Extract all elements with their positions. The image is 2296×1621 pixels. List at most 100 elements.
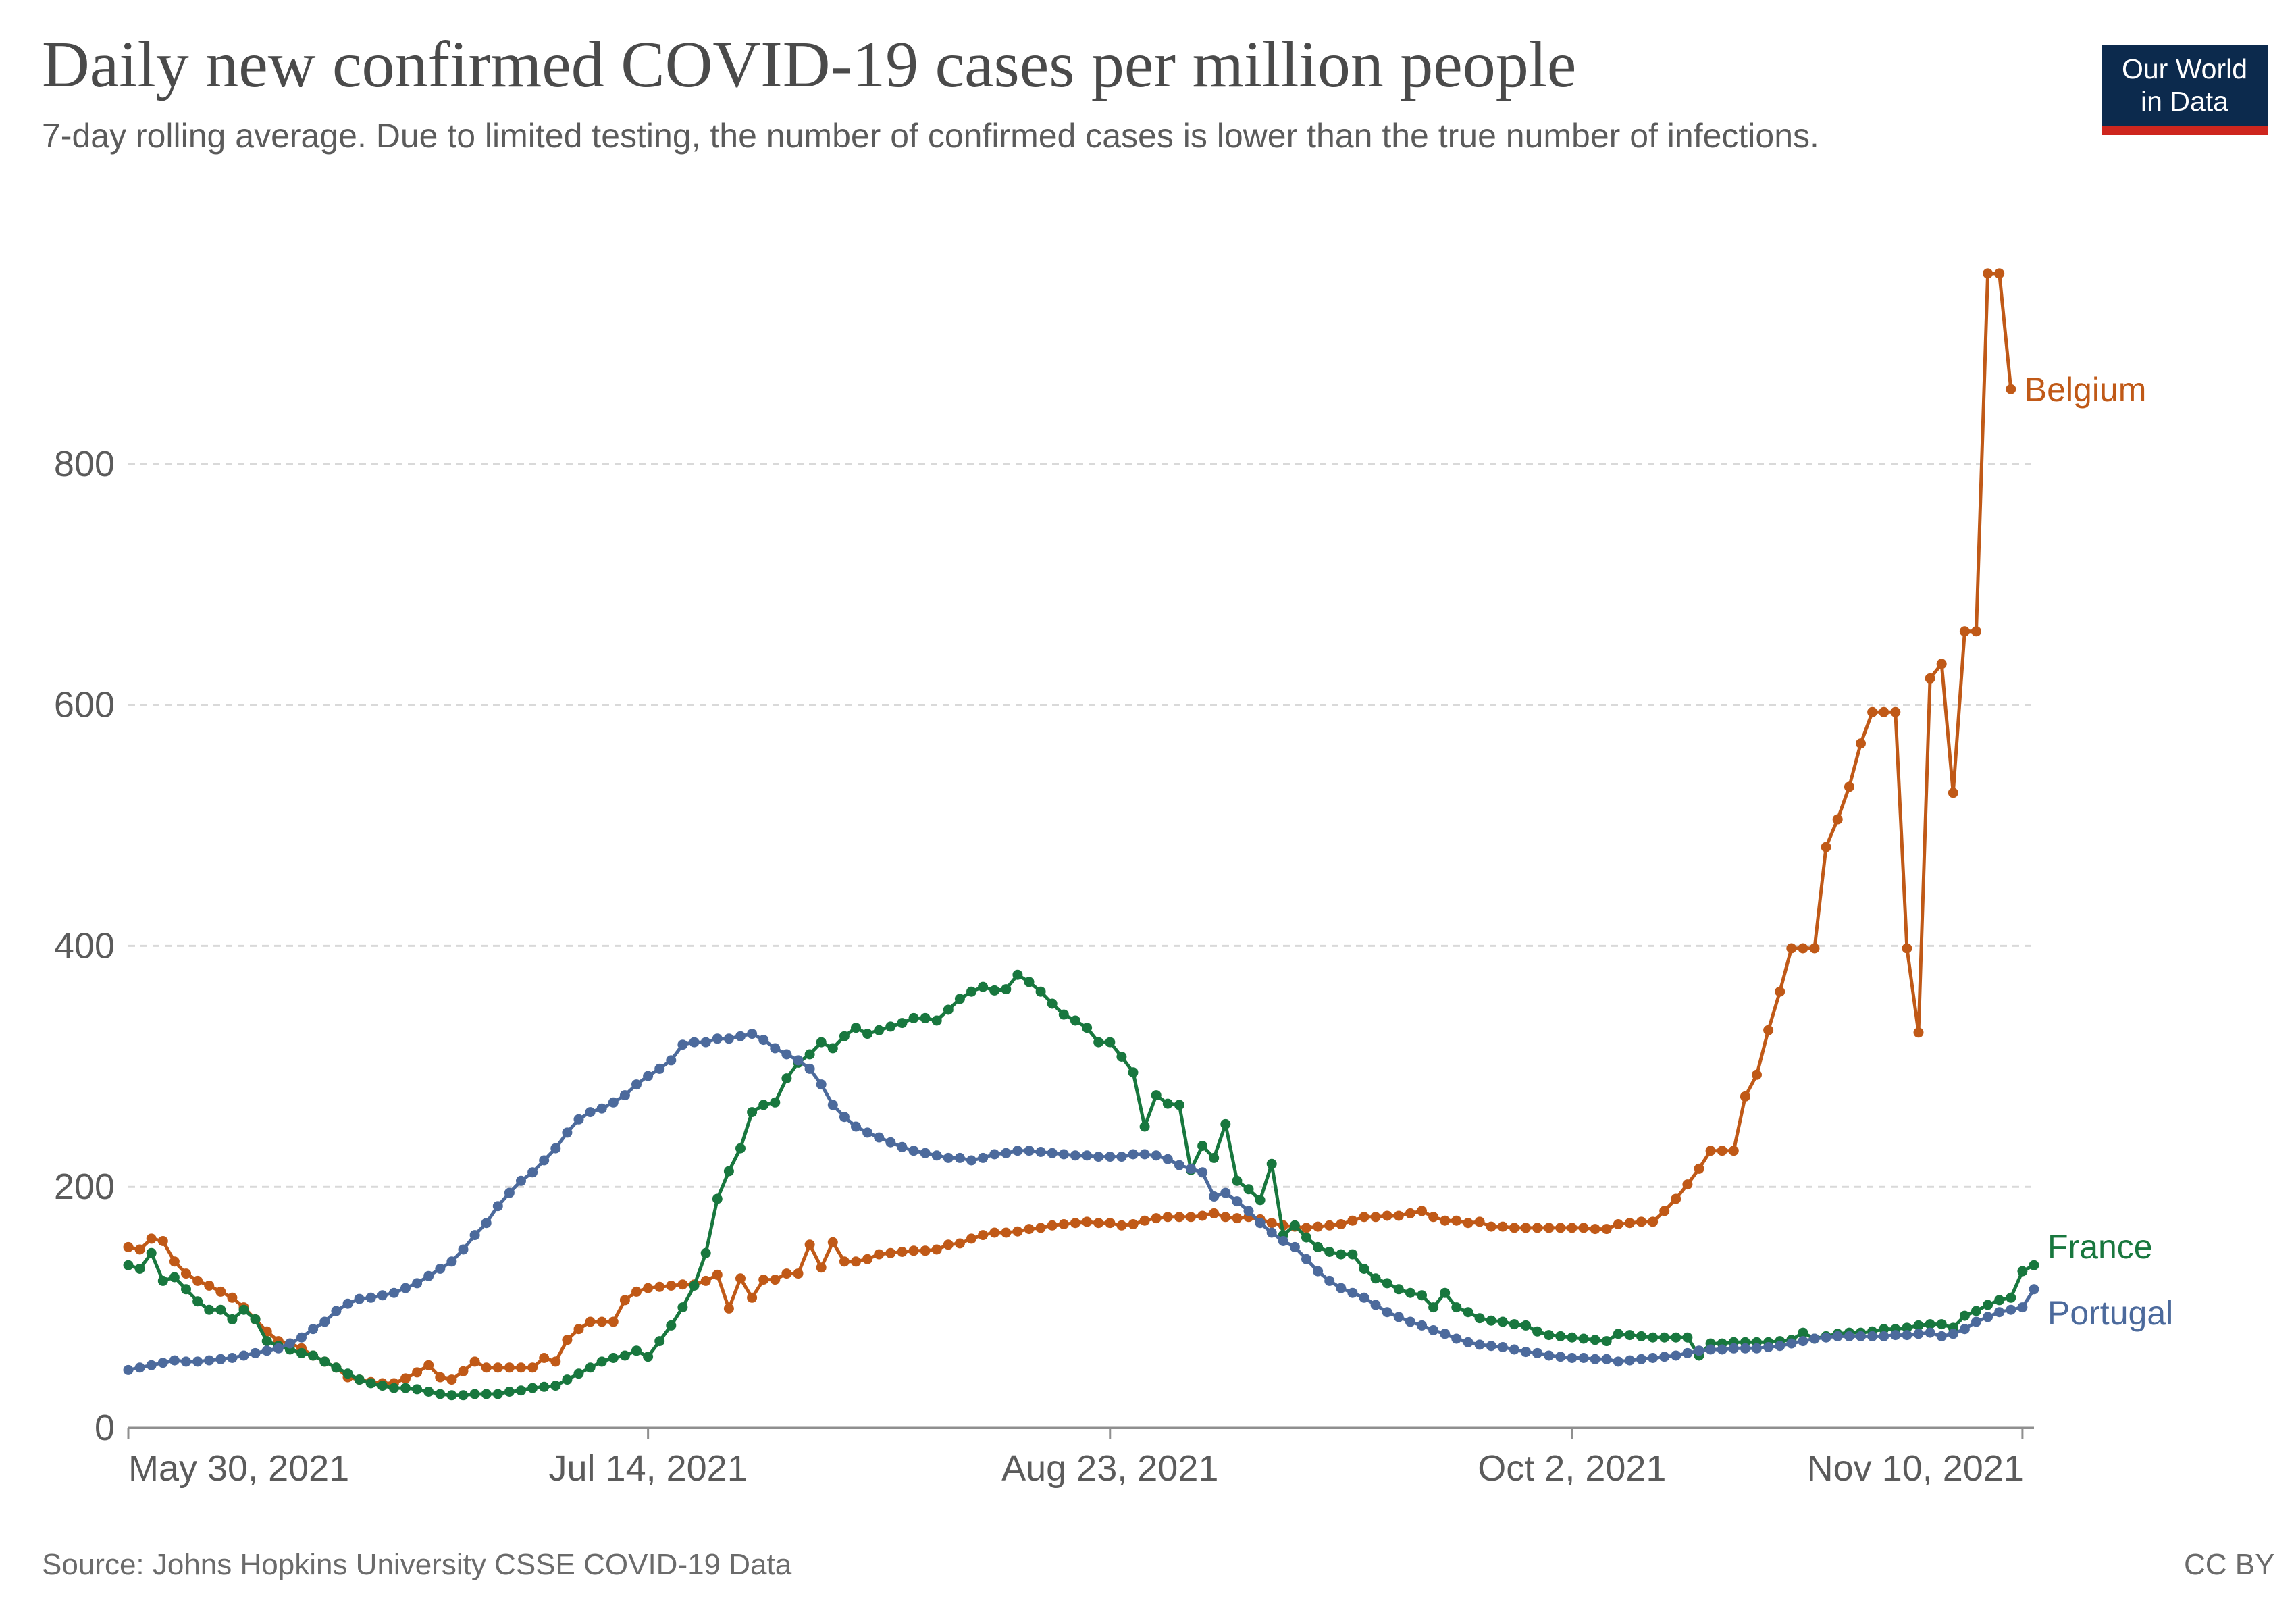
portugal-data-point[interactable] (1070, 1150, 1080, 1161)
france-data-point[interactable] (851, 1023, 861, 1033)
belgium-data-point[interactable] (1832, 814, 1843, 825)
portugal-data-point[interactable] (1232, 1196, 1243, 1207)
belgium-data-point[interactable] (215, 1286, 226, 1297)
france-data-point[interactable] (1624, 1330, 1635, 1341)
france-data-point[interactable] (1162, 1098, 1173, 1109)
france-data-point[interactable] (1474, 1313, 1485, 1324)
france-data-point[interactable] (146, 1247, 157, 1258)
belgium-data-point[interactable] (1925, 673, 1935, 684)
france-data-point[interactable] (1347, 1249, 1358, 1260)
belgium-data-point[interactable] (1382, 1210, 1392, 1221)
portugal-data-point[interactable] (284, 1338, 295, 1349)
france-data-point[interactable] (596, 1356, 607, 1367)
france-data-point[interactable] (296, 1347, 307, 1358)
belgium-data-point[interactable] (1879, 706, 1889, 717)
portugal-data-point[interactable] (492, 1201, 503, 1212)
france-data-point[interactable] (2017, 1266, 2028, 1277)
france-data-point[interactable] (1648, 1332, 1659, 1343)
france-data-point[interactable] (758, 1100, 769, 1110)
belgium-data-point[interactable] (1128, 1219, 1139, 1229)
belgium-data-point[interactable] (989, 1227, 1000, 1238)
portugal-data-point[interactable] (1959, 1324, 1970, 1335)
france-data-point[interactable] (712, 1193, 723, 1204)
portugal-data-point[interactable] (1497, 1342, 1508, 1352)
france-data-point[interactable] (1220, 1118, 1231, 1129)
france-data-point[interactable] (261, 1336, 272, 1347)
portugal-data-point[interactable] (1798, 1336, 1808, 1347)
france-data-point[interactable] (735, 1143, 746, 1154)
belgium-data-point[interactable] (585, 1316, 596, 1327)
belgium-data-point[interactable] (1405, 1208, 1415, 1218)
france-data-point[interactable] (700, 1247, 711, 1258)
belgium-data-point[interactable] (1209, 1208, 1220, 1218)
portugal-data-point[interactable] (1209, 1191, 1220, 1202)
portugal-data-point[interactable] (377, 1290, 388, 1301)
belgium-data-point[interactable] (1809, 943, 1820, 954)
portugal-data-point[interactable] (943, 1152, 954, 1163)
portugal-data-point[interactable] (897, 1141, 908, 1152)
portugal-series-line[interactable] (126, 1032, 2036, 1372)
france-data-point[interactable] (1151, 1090, 1162, 1101)
belgium-data-point[interactable] (1694, 1163, 1704, 1174)
belgium-data-point[interactable] (527, 1362, 538, 1373)
portugal-data-point[interactable] (1082, 1150, 1093, 1161)
portugal-data-point[interactable] (331, 1306, 342, 1316)
portugal-data-point[interactable] (562, 1127, 573, 1138)
portugal-data-point[interactable] (1728, 1343, 1739, 1354)
portugal-data-point[interactable] (261, 1345, 272, 1356)
belgium-data-point[interactable] (1544, 1223, 1555, 1233)
belgium-data-point[interactable] (1786, 943, 1797, 954)
portugal-data-point[interactable] (481, 1218, 492, 1229)
portugal-data-point[interactable] (1197, 1167, 1208, 1178)
portugal-data-point[interactable] (1567, 1353, 1577, 1363)
france-data-point[interactable] (827, 1043, 838, 1054)
france-data-point[interactable] (550, 1381, 561, 1391)
france-data-point[interactable] (943, 1004, 954, 1015)
belgium-data-point[interactable] (1174, 1212, 1184, 1223)
belgium-data-point[interactable] (1728, 1146, 1739, 1156)
belgium-data-point[interactable] (1370, 1212, 1381, 1223)
belgium-data-point[interactable] (700, 1275, 711, 1286)
portugal-data-point[interactable] (689, 1037, 700, 1048)
france-data-point[interactable] (469, 1389, 480, 1399)
portugal-data-point[interactable] (677, 1039, 688, 1050)
portugal-data-point[interactable] (1035, 1147, 1046, 1157)
portugal-data-point[interactable] (885, 1137, 896, 1148)
belgium-data-point[interactable] (827, 1237, 838, 1247)
france-data-point[interactable] (1301, 1232, 1311, 1243)
france-data-point[interactable] (354, 1374, 365, 1385)
belgium-data-point[interactable] (1648, 1216, 1659, 1227)
france-data-point[interactable] (862, 1029, 873, 1039)
portugal-data-point[interactable] (342, 1298, 353, 1309)
belgium-data-point[interactable] (458, 1366, 469, 1376)
france-data-point[interactable] (931, 1015, 942, 1026)
belgium-data-point[interactable] (1232, 1213, 1243, 1224)
france-data-point[interactable] (331, 1362, 342, 1373)
france-data-point[interactable] (1983, 1300, 1993, 1310)
belgium-data-point[interactable] (516, 1362, 526, 1373)
portugal-data-point[interactable] (1879, 1331, 1889, 1341)
belgium-series-line[interactable] (126, 272, 2013, 1385)
france-data-point[interactable] (1902, 1322, 1912, 1333)
belgium-data-point[interactable] (1324, 1220, 1335, 1231)
belgium-data-point[interactable] (1082, 1216, 1093, 1227)
belgium-data-point[interactable] (874, 1249, 885, 1260)
france-data-point[interactable] (504, 1387, 515, 1397)
belgium-data-point[interactable] (1463, 1218, 1473, 1229)
france-data-point[interactable] (839, 1031, 850, 1041)
portugal-data-point[interactable] (966, 1155, 976, 1166)
portugal-data-point[interactable] (146, 1360, 157, 1370)
belgium-data-point[interactable] (954, 1238, 965, 1249)
france-data-point[interactable] (1393, 1284, 1404, 1295)
belgium-data-point[interactable] (747, 1292, 758, 1303)
portugal-data-point[interactable] (1636, 1354, 1646, 1364)
france-data-point[interactable] (1925, 1319, 1935, 1330)
portugal-data-point[interactable] (1186, 1163, 1196, 1174)
portugal-data-point[interactable] (1047, 1148, 1058, 1158)
portugal-data-point[interactable] (1058, 1149, 1069, 1160)
france-data-point[interactable] (169, 1272, 180, 1283)
portugal-data-point[interactable] (1763, 1342, 1774, 1352)
belgium-data-point[interactable] (227, 1292, 238, 1303)
belgium-data-point[interactable] (631, 1286, 642, 1297)
portugal-data-point[interactable] (1128, 1149, 1139, 1160)
